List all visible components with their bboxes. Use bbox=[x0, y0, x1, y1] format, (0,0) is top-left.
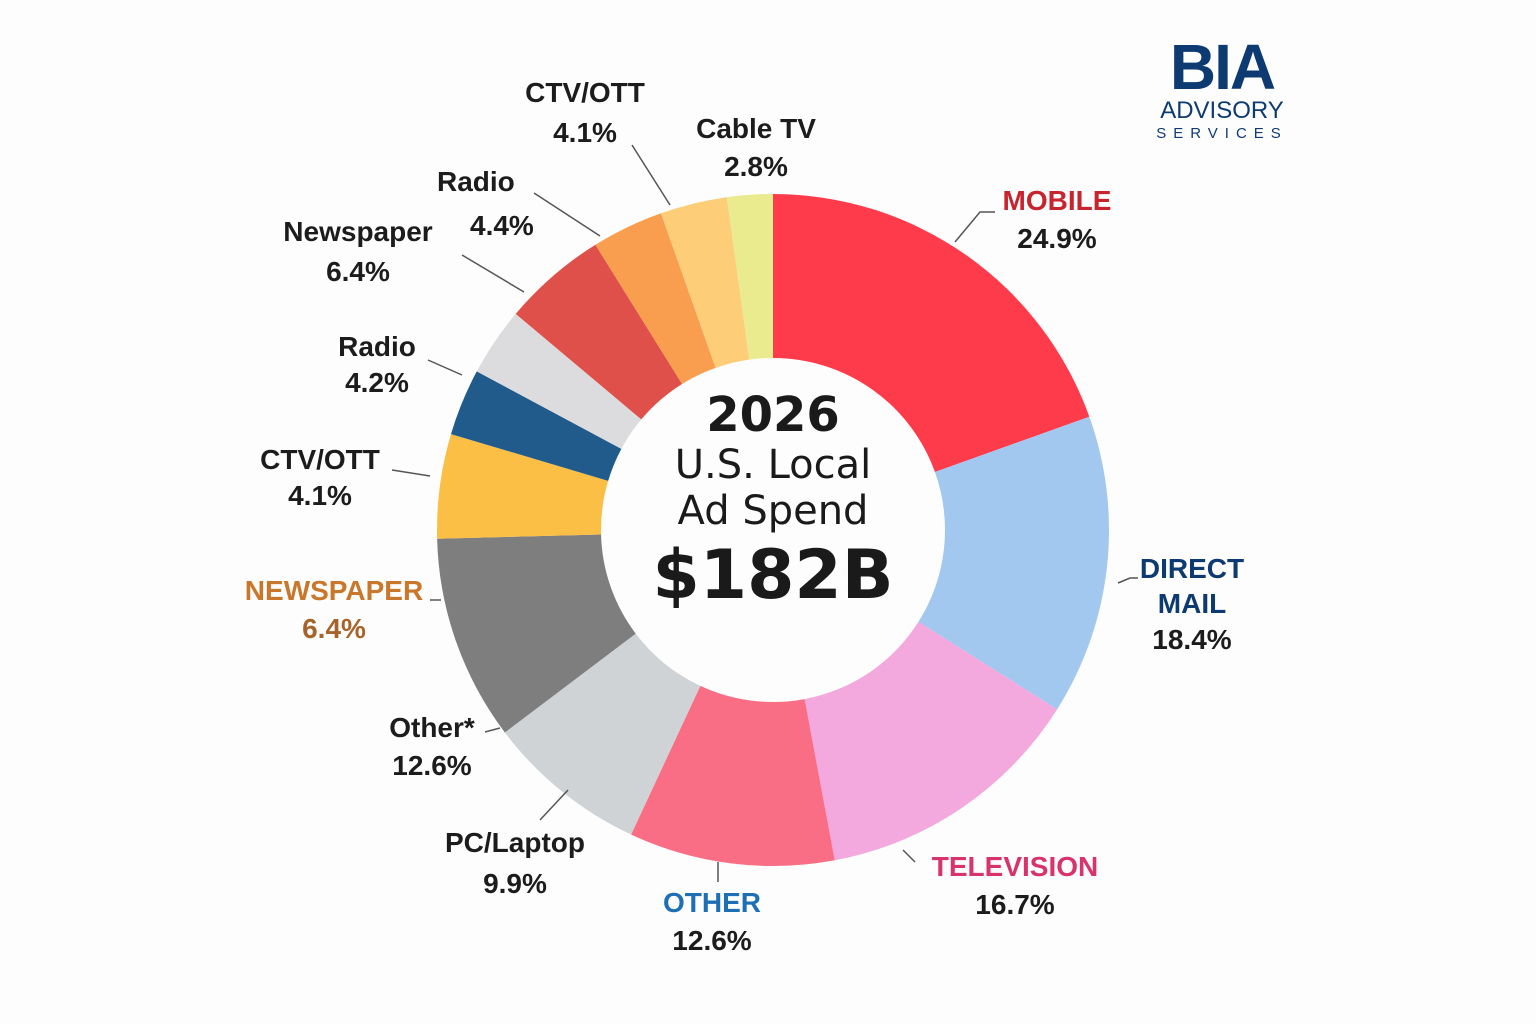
logo-line2: ADVISORY bbox=[1160, 97, 1284, 124]
slice-label-cable-tv: Cable TV 2.8% bbox=[696, 110, 816, 186]
center-summary: 2026 U.S. Local Ad Spend $182B bbox=[652, 388, 893, 618]
leader-line bbox=[533, 192, 601, 237]
label-value: 4.2% bbox=[345, 367, 409, 398]
leader-line bbox=[484, 727, 501, 733]
slice-ctv-ott-11 bbox=[660, 197, 750, 368]
logo-mark: BIA bbox=[1169, 31, 1276, 103]
leader-line bbox=[391, 469, 431, 477]
leader-line bbox=[954, 211, 995, 243]
label-value: 12.6% bbox=[672, 925, 752, 956]
label-value: 18.4% bbox=[1152, 624, 1232, 655]
label-value: 16.7% bbox=[975, 889, 1055, 920]
slice-mobile-0 bbox=[773, 194, 1090, 473]
leader-line bbox=[902, 849, 916, 863]
slice-label-ctv-ott-left: CTV/OTT 4.1% bbox=[260, 442, 380, 514]
label-text: PC/Laptop bbox=[445, 827, 585, 858]
slice-label-mobile: MOBILE 24.9% bbox=[1003, 182, 1112, 258]
label-value: 4.4% bbox=[470, 210, 534, 241]
label-text: Radio bbox=[338, 331, 416, 362]
slice-label-radio-top: Radio 4.4% bbox=[437, 160, 534, 248]
slice-label-other-star: Other* 12.6% bbox=[389, 709, 475, 785]
label-value: 4.1% bbox=[553, 117, 617, 148]
center-line2: Ad Spend bbox=[677, 488, 869, 534]
leader-line bbox=[631, 144, 671, 206]
slice-direct-mail-1 bbox=[918, 416, 1109, 710]
slice-label-newspaper-upper: NEWSPAPER 6.4% bbox=[245, 572, 423, 648]
label-value: 24.9% bbox=[1017, 223, 1097, 254]
slice-label-other: OTHER 12.6% bbox=[663, 884, 761, 960]
slice-pc-laptop-4 bbox=[504, 633, 701, 835]
label-text: MOBILE bbox=[1002, 185, 1112, 216]
leader-line bbox=[427, 359, 463, 376]
label-text: Radio bbox=[437, 166, 515, 197]
label-text: TELEVISION bbox=[931, 851, 1099, 882]
label-text: OTHER bbox=[663, 887, 761, 918]
label-value: 6.4% bbox=[326, 256, 390, 287]
center-line1: U.S. Local bbox=[674, 442, 872, 488]
label-text: MAIL bbox=[1157, 588, 1227, 619]
slice-label-television: TELEVISION 16.7% bbox=[932, 848, 1098, 924]
label-value: 9.9% bbox=[483, 868, 547, 899]
slice-ctv-ott-7 bbox=[450, 371, 622, 481]
slice-cable-tv-12 bbox=[726, 194, 773, 360]
label-text: Other* bbox=[389, 712, 475, 743]
slice-newspaper-6 bbox=[437, 434, 609, 539]
label-text: Newspaper bbox=[283, 216, 433, 247]
leader-line bbox=[1117, 577, 1138, 584]
center-total: $182B bbox=[652, 536, 894, 615]
logo-line3: SERVICES bbox=[1156, 125, 1288, 142]
label-value: 6.4% bbox=[302, 613, 366, 644]
slice-radio-8 bbox=[476, 313, 642, 449]
label-text: DIRECT bbox=[1139, 553, 1245, 584]
slice-other--5 bbox=[437, 534, 636, 733]
label-text: CTV/OTT bbox=[260, 444, 380, 475]
leader-line bbox=[461, 254, 525, 293]
slice-other-3 bbox=[631, 685, 835, 866]
bia-logo: BIA ADVISORY SERVICES bbox=[1152, 31, 1292, 144]
label-text: CTV/OTT bbox=[525, 77, 645, 108]
label-value: 4.1% bbox=[288, 480, 352, 511]
slice-label-newspaper: Newspaper 6.4% bbox=[283, 212, 432, 292]
slice-television-2 bbox=[804, 621, 1058, 861]
slice-label-ctv-ott-top: CTV/OTT 4.1% bbox=[525, 73, 645, 153]
slice-label-pc-laptop: PC/Laptop 9.9% bbox=[445, 822, 585, 904]
slice-label-radio-left: Radio 4.2% bbox=[338, 329, 416, 401]
slice-newspaper-9 bbox=[515, 244, 683, 420]
label-text: NEWSPAPER bbox=[244, 575, 424, 606]
leader-line bbox=[539, 789, 569, 821]
label-text: Cable TV bbox=[696, 113, 816, 144]
center-year: 2026 bbox=[706, 387, 840, 443]
label-value: 12.6% bbox=[392, 750, 472, 781]
slice-radio-10 bbox=[595, 213, 716, 384]
label-value: 2.8% bbox=[724, 151, 788, 182]
slice-label-direct-mail: DIRECT MAIL 18.4% bbox=[1140, 551, 1244, 659]
